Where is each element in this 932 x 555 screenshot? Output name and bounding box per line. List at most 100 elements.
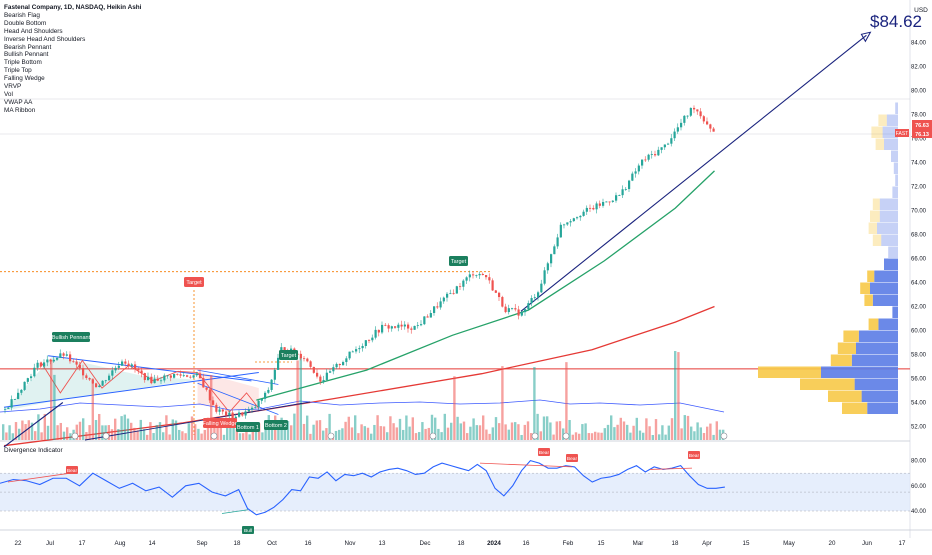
volume-bar <box>600 432 603 440</box>
indicator-item[interactable]: VRVP <box>4 83 22 91</box>
indicator-item[interactable]: Bearish Flag <box>4 11 40 19</box>
indicator-item[interactable]: Inverse Head And Shoulders <box>4 35 86 43</box>
volume-bar <box>248 434 251 440</box>
candle-body <box>667 143 670 145</box>
candle-body <box>173 373 176 378</box>
volume-bar <box>245 430 248 440</box>
candle-body <box>101 380 104 386</box>
indicator-item[interactable]: Head And Shoulders <box>4 27 63 35</box>
volume-bar <box>654 419 658 440</box>
volume-bar <box>712 434 715 440</box>
volume-bar <box>114 418 117 440</box>
indicator-item[interactable]: MA Ribbon <box>4 106 36 114</box>
candle-body <box>147 376 150 381</box>
volume-bar <box>88 425 91 440</box>
vwap-line <box>0 399 725 413</box>
candle-body <box>150 376 153 384</box>
volume-bar <box>603 428 606 440</box>
volume-bar <box>334 430 338 440</box>
volume-profile-sell-bar <box>871 126 883 138</box>
candle-body <box>579 215 582 218</box>
indicator-list: Bearish Flag Double Bottom Head And Should… <box>4 12 141 115</box>
volume-profile-sell-bar <box>872 234 882 246</box>
volume-profile-sell-bar <box>868 222 877 234</box>
indicator-item[interactable]: Bearish Pennant <box>4 43 52 51</box>
indicator-item[interactable]: Vol <box>4 90 13 98</box>
volume-profile-buy-bar <box>888 246 898 258</box>
volume-bar <box>91 378 94 440</box>
volume-bar <box>702 432 706 440</box>
volume-bar <box>216 426 219 440</box>
volume-bar <box>94 420 98 440</box>
volume-profile-buy-bar <box>895 174 898 186</box>
candle-body <box>650 154 653 155</box>
volume-bar <box>472 418 475 440</box>
candle-body <box>348 351 351 359</box>
volume-bar <box>149 422 152 440</box>
candle-body <box>394 326 397 328</box>
volume-bar <box>677 352 680 440</box>
volume-bar <box>126 418 130 440</box>
candle-body <box>30 376 33 379</box>
event-marker <box>531 432 539 440</box>
volume-profile-buy-bar <box>821 366 898 378</box>
volume-bar <box>242 433 245 440</box>
candle-body <box>387 325 390 329</box>
volume-bar <box>123 414 126 440</box>
volume-bar <box>8 425 11 440</box>
divergence-title: Divergence Indicator <box>4 447 63 454</box>
volume-bar <box>696 422 699 440</box>
divergence-tag: Bear <box>689 453 700 459</box>
oscillator-tick-label: 80.00 <box>911 459 927 465</box>
candle-body <box>641 159 644 166</box>
indicator-item[interactable]: Falling Wedge <box>4 75 45 83</box>
candle-body <box>384 324 387 326</box>
moving-average-line <box>256 170 715 401</box>
volume-profile-sell-bar <box>878 114 887 126</box>
volume-bar <box>11 433 14 440</box>
indicator-item[interactable]: Bullish Pennant <box>4 51 49 59</box>
candle-body <box>374 329 377 338</box>
volume-bar <box>645 418 648 440</box>
volume-bar <box>709 423 712 440</box>
indicator-item[interactable]: Triple Top <box>4 67 32 75</box>
candle-body <box>433 306 436 314</box>
volume-profile-sell-bar <box>860 282 870 294</box>
volume-profile-buy-bar <box>884 138 898 150</box>
candle-body <box>56 357 59 360</box>
candle-body <box>644 159 647 161</box>
candle-body <box>462 280 465 287</box>
indicator-item[interactable]: VWAP AA <box>4 98 33 106</box>
volume-profile-sell-bar <box>828 390 862 402</box>
volume-bar <box>526 421 530 440</box>
volume-bar <box>392 423 395 440</box>
volume-bar <box>158 422 162 440</box>
volume-bar <box>514 422 517 440</box>
volume-bar <box>706 426 709 440</box>
candle-body <box>49 359 52 362</box>
candle-body <box>306 358 309 362</box>
indicator-item[interactable]: Triple Bottom <box>4 59 42 67</box>
volume-bar <box>286 421 290 440</box>
candle-body <box>218 409 221 412</box>
candle-body <box>455 286 458 294</box>
candle-body <box>540 283 543 293</box>
indicator-item[interactable]: Double Bottom <box>4 19 47 27</box>
volume-bar <box>24 424 27 440</box>
divergence-tag-box <box>242 526 254 534</box>
volume-bar <box>606 424 610 440</box>
volume-bar <box>43 413 46 440</box>
volume-bar <box>558 421 562 440</box>
volume-bar <box>341 428 344 440</box>
candle-body <box>312 366 315 373</box>
falling-wedge-label: Falling Wedge <box>202 421 237 427</box>
volume-bar <box>504 424 507 440</box>
divergence-tag: Bear <box>67 468 78 474</box>
divergence-tag-box <box>688 451 700 459</box>
bottom-label-box <box>236 422 260 432</box>
volume-bar <box>238 433 242 440</box>
moving-average-line <box>3 305 715 447</box>
candle-body <box>20 389 23 393</box>
